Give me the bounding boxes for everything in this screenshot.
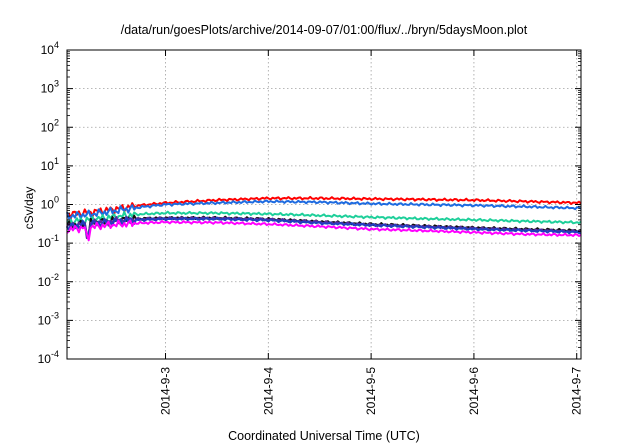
- y-tick-label: 103: [41, 79, 59, 96]
- series-line: [66, 216, 581, 236]
- series-line: [66, 210, 582, 227]
- x-tick-label: 2014-9-7: [570, 367, 584, 415]
- y-tick-label: 101: [41, 156, 59, 173]
- series-line: [66, 199, 582, 220]
- y-tick-label: 104: [41, 40, 59, 57]
- y-axis-ticks: 10-4 10-3 10-2 10-1 100 101 102 103 104: [38, 40, 581, 366]
- series-line: [66, 219, 582, 242]
- series-line: [66, 195, 582, 220]
- chart-title: /data/run/goesPlots/archive/2014-09-07/0…: [121, 23, 528, 37]
- x-tick-label: 2014-9-4: [261, 367, 275, 415]
- y-tick-label: 10-2: [38, 272, 59, 289]
- series-lines: [66, 195, 582, 242]
- x-axis-label: Coordinated Universal Time (UTC): [228, 429, 420, 443]
- x-tick-label: 2014-9-5: [364, 367, 378, 415]
- y-tick-label: 100: [41, 195, 59, 212]
- x-tick-label: 2014-9-3: [159, 367, 173, 415]
- grid-lines: [67, 50, 581, 359]
- y-tick-label: 10-1: [38, 233, 59, 250]
- x-tick-label: 2014-9-6: [467, 367, 481, 415]
- y-tick-label: 102: [41, 117, 59, 134]
- y-tick-label: 10-3: [38, 310, 59, 327]
- x-axis-ticks: 2014-9-3 2014-9-4 2014-9-5 2014-9-6 2014-9-7: [159, 50, 584, 415]
- y-axis-label: cSv/day: [22, 187, 36, 230]
- y-tick-label: 10-4: [38, 349, 59, 366]
